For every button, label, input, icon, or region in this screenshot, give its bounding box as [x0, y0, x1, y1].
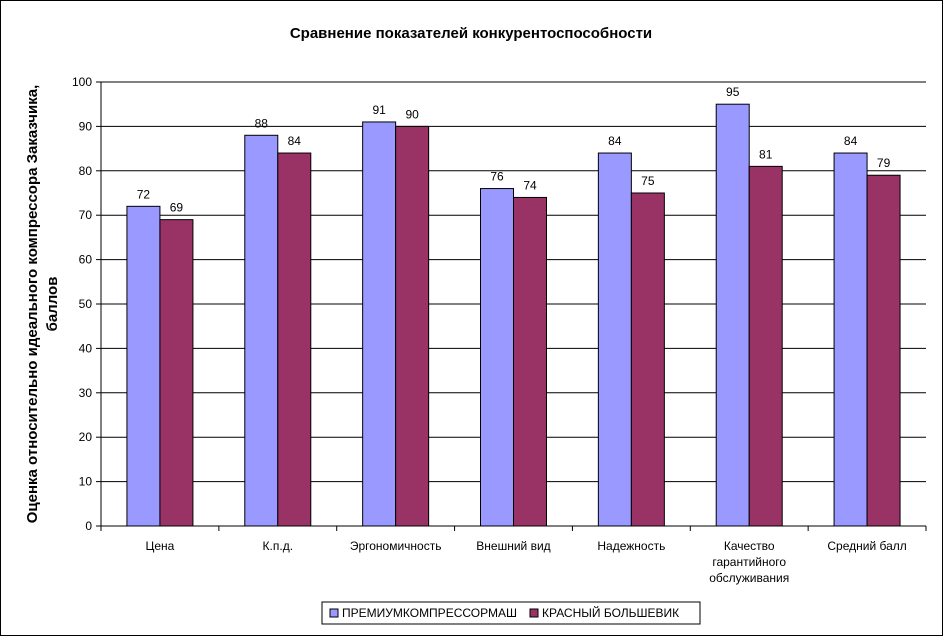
legend-box	[321, 601, 701, 625]
bar-series-1	[715, 103, 750, 527]
y-tick-label: 0	[85, 519, 92, 533]
legend-swatch	[329, 608, 339, 618]
data-label: 88	[255, 116, 269, 130]
y-tick-label: 20	[79, 430, 93, 444]
y-tick-label: 80	[79, 164, 93, 178]
x-category-label: Цена	[145, 539, 174, 553]
legend-label: КРАСНЫЙ БОЛЬШЕВИК	[542, 605, 679, 620]
x-category-label: Средний балл	[827, 539, 906, 553]
data-label: 79	[877, 156, 891, 170]
legend: ПРЕМИУМКОМПРЕССОРМАШ КРАСНЫЙ БОЛЬШЕВИК	[321, 601, 701, 625]
data-label: 81	[759, 147, 773, 161]
y-tick-label: 100	[72, 75, 92, 89]
y-tick-label: 90	[79, 119, 93, 133]
bar-series-2	[513, 196, 547, 527]
legend-swatch	[529, 608, 539, 618]
bar-series-2	[866, 174, 901, 527]
data-label: 69	[170, 201, 184, 215]
data-label: 90	[405, 107, 419, 121]
x-category-label: Надежность	[597, 539, 665, 553]
x-category-label: К.п.д.	[263, 539, 294, 553]
x-category-label: Качество	[724, 539, 775, 553]
bar-series-1	[833, 152, 868, 527]
x-category-label: Внешний вид	[476, 539, 550, 553]
data-label: 72	[137, 187, 151, 201]
bar-series-2	[277, 152, 312, 527]
y-tick-label: 10	[79, 475, 93, 489]
data-label: 84	[844, 134, 858, 148]
y-tick-label: 60	[79, 253, 93, 267]
data-label: 84	[608, 134, 622, 148]
data-label: 75	[641, 174, 655, 188]
bar-series-2	[395, 125, 430, 527]
data-label: 84	[288, 134, 302, 148]
data-label: 95	[726, 85, 740, 99]
bar-series-1	[126, 205, 161, 527]
bar-series-1	[480, 188, 514, 527]
x-category-label: обслуживания	[709, 571, 789, 585]
y-axis-label-line-1: Оценка относительно идеального компрессо…	[24, 85, 41, 524]
plot-area: 0 10 20 30 40 50 60 70 80 90 100 72 69 Цена 88 84 К.п.д.…	[72, 75, 927, 585]
data-label: 76	[490, 170, 504, 184]
data-label: 91	[372, 103, 386, 117]
bar-series-2	[748, 165, 783, 527]
legend-label: ПРЕМИУМКОМПРЕССОРМАШ	[342, 606, 517, 620]
y-tick-label: 50	[79, 297, 93, 311]
y-axis-label: Оценка относительно идеального компрессо…	[24, 85, 61, 524]
data-label: 74	[523, 178, 537, 192]
x-category-label: гарантийного	[712, 555, 786, 569]
bar-series-1	[597, 152, 632, 527]
bar-series-1	[362, 121, 397, 527]
bar-series-2	[159, 219, 194, 527]
y-tick-label: 30	[79, 386, 93, 400]
bar-series-1	[244, 134, 279, 527]
bar-series-2	[630, 192, 665, 527]
y-axis-label-line-2: баллов	[44, 277, 61, 332]
y-tick-label: 70	[79, 208, 93, 222]
chart-title: Сравнение показателей конкурентоспособно…	[290, 25, 652, 42]
x-category-label: Эргономичность	[350, 539, 442, 553]
y-tick-label: 40	[79, 341, 93, 355]
